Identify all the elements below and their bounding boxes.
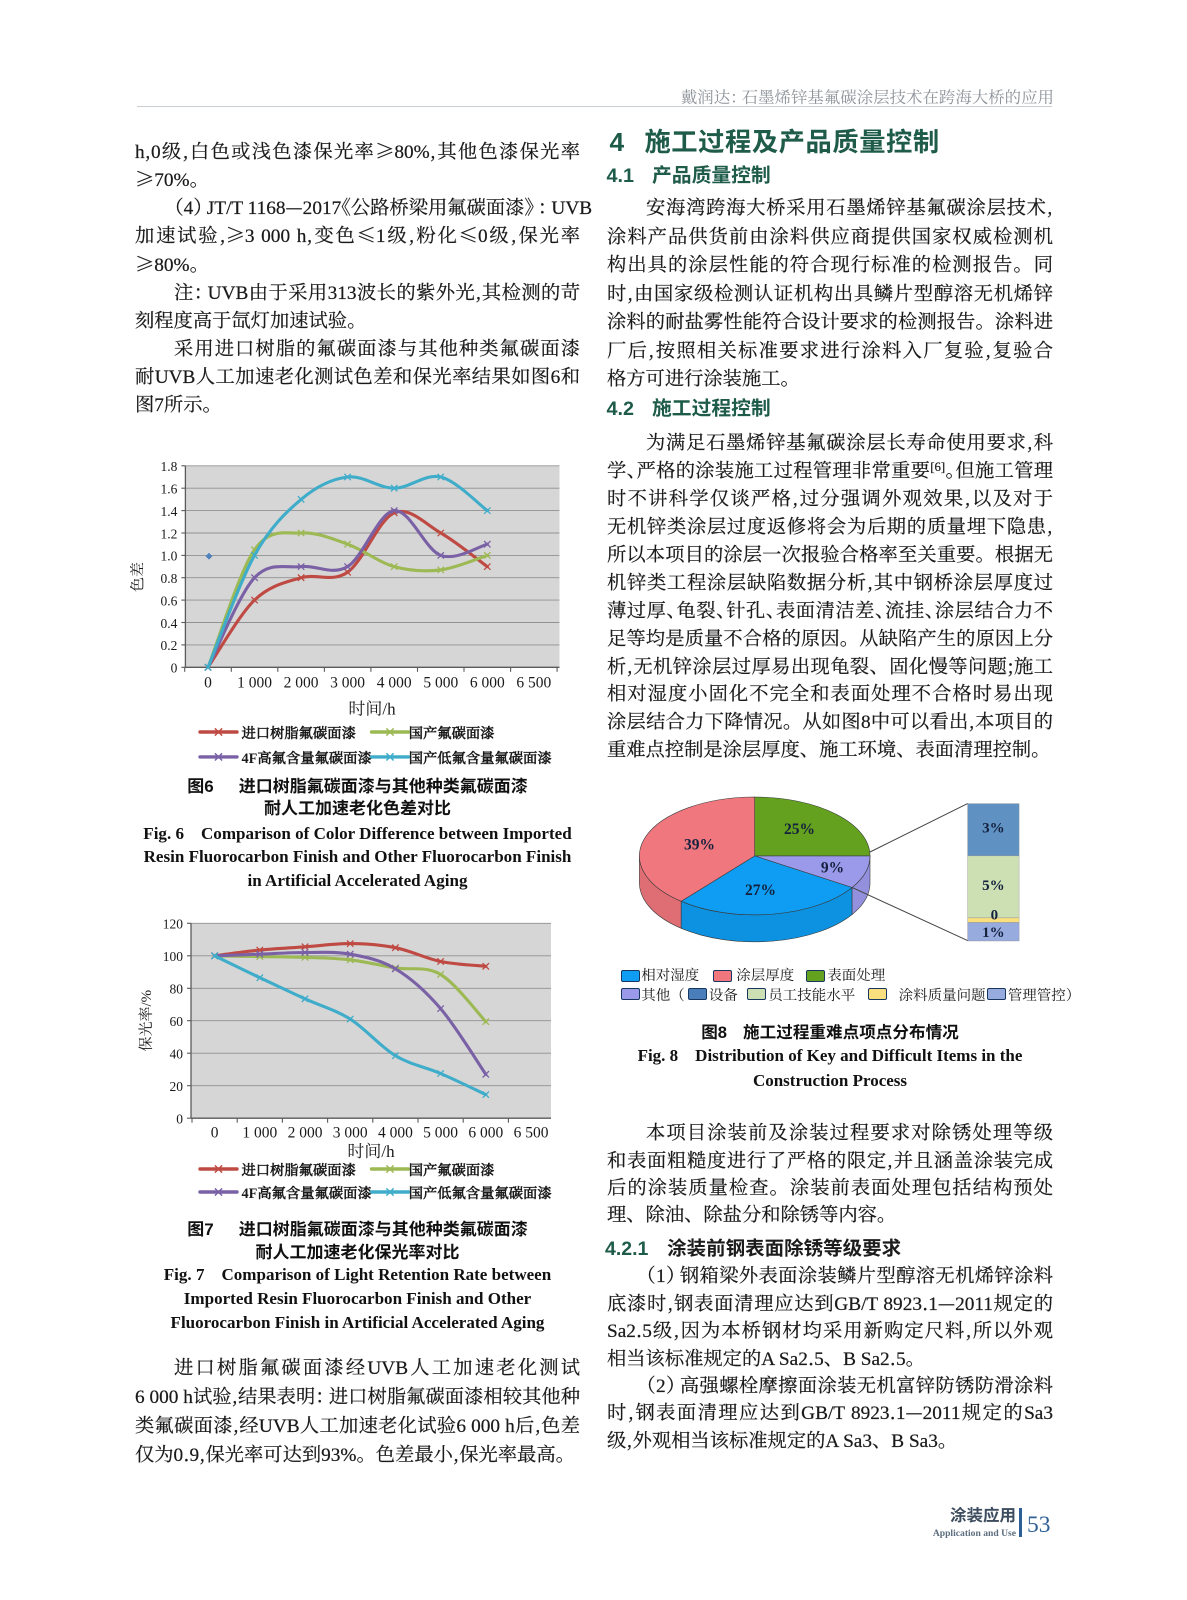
svg-text:5%: 5% <box>982 878 1005 894</box>
svg-text:0: 0 <box>991 908 999 924</box>
svg-text:进口树脂氟碳面漆: 进口树脂氟碳面漆 <box>241 723 357 743</box>
svg-text:27%: 27% <box>745 882 776 899</box>
svg-text:国产低氟含量氟碳面漆: 国产低氟含量氟碳面漆 <box>409 748 553 768</box>
svg-text:6 500: 6 500 <box>514 1124 549 1141</box>
svg-text:6 000: 6 000 <box>470 675 505 692</box>
svg-text:0.2: 0.2 <box>161 638 178 653</box>
svg-text:4 000: 4 000 <box>377 675 412 692</box>
svg-text:5 000: 5 000 <box>423 1124 458 1141</box>
svg-text:1 000: 1 000 <box>237 675 272 692</box>
svg-text:4F高氟含量氟碳面漆: 4F高氟含量氟碳面漆 <box>242 748 373 768</box>
svg-text:100: 100 <box>163 949 184 964</box>
svg-text:9%: 9% <box>821 860 844 877</box>
svg-text:时间/h: 时间/h <box>348 695 396 720</box>
svg-text:40: 40 <box>170 1047 184 1062</box>
svg-text:4 000: 4 000 <box>378 1124 413 1141</box>
svg-text:120: 120 <box>163 917 184 932</box>
svg-text:国产氟碳面漆: 国产氟碳面漆 <box>409 723 495 743</box>
svg-text:4F高氟含量氟碳面漆: 4F高氟含量氟碳面漆 <box>242 1183 373 1203</box>
svg-text:3 000: 3 000 <box>333 1124 368 1141</box>
svg-text:2 000: 2 000 <box>288 1124 323 1141</box>
svg-text:6 000: 6 000 <box>468 1124 503 1141</box>
svg-text:80: 80 <box>170 982 184 997</box>
svg-text:色差: 色差 <box>130 562 148 592</box>
svg-text:1.4: 1.4 <box>161 504 178 519</box>
svg-text:0: 0 <box>176 1112 183 1127</box>
svg-text:20: 20 <box>170 1079 184 1094</box>
svg-text:国产氟碳面漆: 国产氟碳面漆 <box>409 1160 495 1180</box>
svg-text:0.4: 0.4 <box>161 616 178 631</box>
svg-text:60: 60 <box>170 1014 184 1029</box>
svg-text:3 000: 3 000 <box>330 675 365 692</box>
svg-text:1.0: 1.0 <box>161 549 178 564</box>
svg-text:国产低氟含量氟碳面漆: 国产低氟含量氟碳面漆 <box>409 1183 553 1203</box>
svg-text:0: 0 <box>211 1124 219 1141</box>
svg-text:进口树脂氟碳面漆: 进口树脂氟碳面漆 <box>241 1160 357 1180</box>
svg-text:5 000: 5 000 <box>423 675 458 692</box>
svg-text:25%: 25% <box>784 821 815 838</box>
svg-text:0.8: 0.8 <box>161 571 178 586</box>
svg-text:时间/h: 时间/h <box>347 1137 395 1162</box>
svg-text:39%: 39% <box>684 837 715 854</box>
svg-text:1.8: 1.8 <box>161 459 178 474</box>
svg-text:0.6: 0.6 <box>161 593 178 608</box>
svg-text:1.2: 1.2 <box>161 526 178 541</box>
svg-text:0: 0 <box>204 675 212 692</box>
svg-text:6 500: 6 500 <box>516 675 551 692</box>
svg-text:保光率/%: 保光率/% <box>135 990 156 1052</box>
svg-text:1%: 1% <box>982 925 1005 941</box>
svg-text:1.6: 1.6 <box>161 482 178 497</box>
svg-text:1 000: 1 000 <box>242 1124 277 1141</box>
svg-text:2 000: 2 000 <box>284 675 319 692</box>
svg-text:3%: 3% <box>982 821 1005 837</box>
svg-text:0: 0 <box>171 661 178 676</box>
